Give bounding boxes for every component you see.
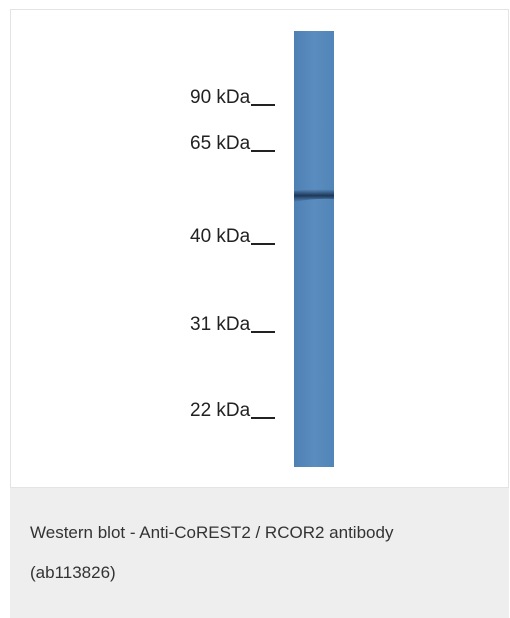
marker-90-kda: 90 kDa (190, 87, 276, 108)
marker-label-text: 22 kDa (190, 400, 251, 421)
marker-tick (251, 104, 276, 106)
marker-label-text: 65 kDa (190, 133, 251, 154)
marker-label-text: 40 kDa (190, 226, 251, 247)
marker-40-kda: 40 kDa (190, 226, 276, 247)
protein-band (294, 189, 334, 202)
caption-line-2: (ab113826) (30, 563, 116, 582)
marker-tick (251, 243, 276, 245)
figure-caption: Western blot - Anti-CoREST2 / RCOR2 anti… (10, 488, 509, 618)
western-blot-figure: 90 kDa 65 kDa 40 kDa 31 kDa 22 kDa (10, 9, 509, 488)
marker-tick (251, 331, 276, 333)
marker-22-kda: 22 kDa (190, 400, 276, 421)
caption-line-1: Western blot - Anti-CoREST2 / RCOR2 anti… (30, 523, 394, 542)
marker-tick (251, 150, 276, 152)
marker-31-kda: 31 kDa (190, 314, 276, 335)
blot-lane (294, 31, 334, 467)
blot-image (294, 31, 334, 467)
marker-tick (251, 417, 276, 419)
marker-65-kda: 65 kDa (190, 133, 276, 154)
marker-label-text: 31 kDa (190, 314, 251, 335)
marker-label-text: 90 kDa (190, 87, 251, 108)
